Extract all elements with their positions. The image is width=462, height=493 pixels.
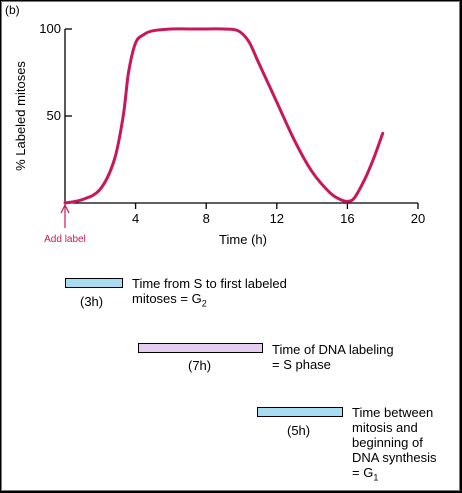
g1-subscript: 1	[373, 472, 379, 483]
g2-description-line-2: mitoses = G	[132, 291, 202, 306]
g2-duration-label: (3h)	[80, 294, 104, 309]
g2-description-line-1: Time from S to first labeled	[132, 276, 287, 291]
s-phase-duration-label: (7h)	[188, 358, 212, 373]
add-label-text: Add label	[44, 234, 86, 245]
g1-description-line-5: = G	[352, 465, 374, 480]
g1-description-line-1: Time between	[352, 405, 434, 420]
add-label-arrow-head	[60, 203, 70, 214]
g2-subscript: 2	[201, 298, 207, 309]
y-tick-label: 50	[47, 108, 61, 123]
x-tick-label: 8	[203, 211, 210, 226]
labeled-mitoses-curve	[63, 27, 385, 205]
s-phase-description: Time of DNA labeling = S phase	[272, 342, 394, 372]
y-tick-label: 100	[39, 21, 61, 36]
g1-description: Time between mitosis and beginning of DN…	[352, 405, 437, 486]
g2-duration-bar	[65, 278, 123, 288]
s-phase-duration-bar	[138, 343, 263, 353]
x-axis-label: Time (h)	[219, 232, 267, 247]
x-tick-label: 16	[340, 211, 354, 226]
g1-description-line-4: DNA synthesis	[352, 450, 437, 465]
add-label-annotation: Add label	[44, 203, 86, 245]
g1-description-line-3: beginning of	[352, 435, 423, 450]
s-phase-description-line-1: Time of DNA labeling	[272, 342, 394, 357]
g2-description: Time from S to first labeled mitoses = G…	[132, 276, 287, 312]
chart-axes: 4 8 12 16 20 50 100 Time (h) % Labeled mitoses	[13, 21, 425, 247]
x-tick-label: 4	[132, 211, 139, 226]
s-phase-description-line-2: = S phase	[272, 357, 331, 372]
y-axis-label: % Labeled mitoses	[13, 61, 28, 171]
x-tick-label: 12	[270, 211, 284, 226]
x-tick-label: 20	[411, 211, 425, 226]
g1-description-line-2: mitosis and	[352, 420, 418, 435]
panel-label: (b)	[5, 3, 20, 17]
g1-duration-label: (5h)	[287, 423, 311, 438]
g1-duration-bar	[257, 407, 343, 417]
